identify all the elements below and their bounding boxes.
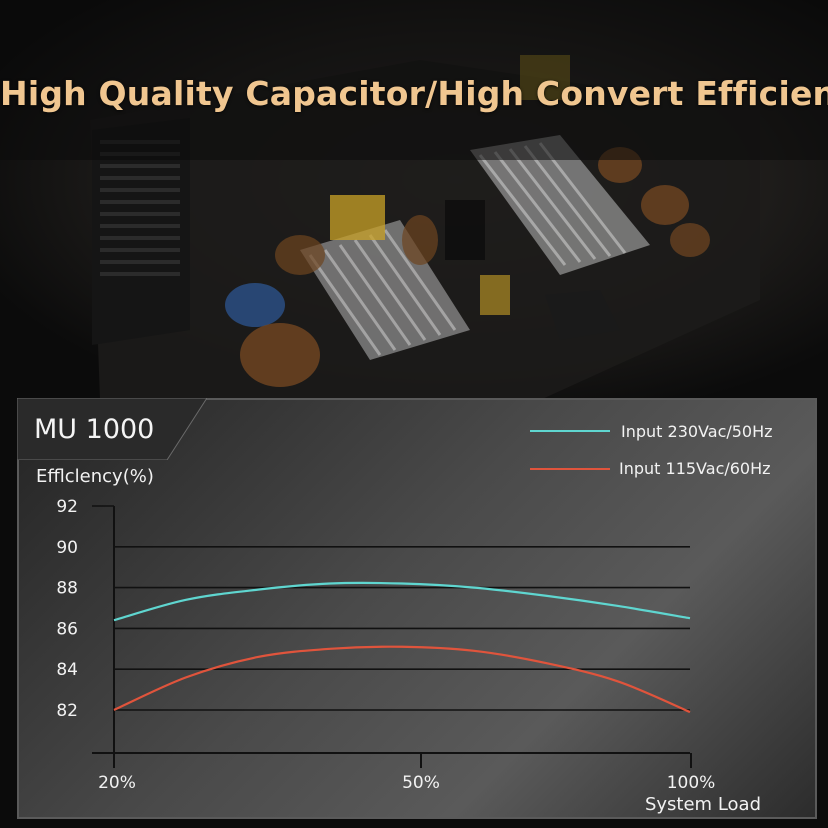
model-tab [17,398,207,460]
series-lines [113,581,691,714]
x-tick-label: 50% [402,773,440,793]
x-tick-label: 100% [667,773,716,793]
series-line-115vac [113,645,691,714]
y-axis-title: Efflclency(%) [36,466,154,487]
axes [92,506,690,754]
legend-label-115: Input 115Vac/60Hz [619,459,771,478]
power-supply-circuit-image [0,0,828,400]
x-tick-label: 20% [98,773,136,793]
headline: High Quality Capacitor/High Convert Effi… [0,74,828,113]
x-axis-title: System Load [645,794,761,815]
grid-lines [92,505,690,711]
y-tick-label: 84 [56,660,78,680]
y-tick-label: 82 [56,701,78,721]
legend-label-230: Input 230Vac/50Hz [621,422,773,441]
y-tick-label: 92 [56,497,78,517]
product-photo: High Quality Capacitor/High Convert Effi… [0,0,828,400]
y-tick-labels: 92 90 88 86 84 82 [56,497,78,721]
y-tick-label: 90 [56,538,78,558]
x-tick-labels: 20% 50% 100% [98,753,715,793]
series-line-230vac [113,581,691,622]
model-label: MU 1000 [34,414,155,445]
y-tick-label: 86 [56,619,78,639]
legend: Input 230Vac/50Hz Input 115Vac/60Hz [530,422,773,478]
y-tick-label: 88 [56,579,78,599]
